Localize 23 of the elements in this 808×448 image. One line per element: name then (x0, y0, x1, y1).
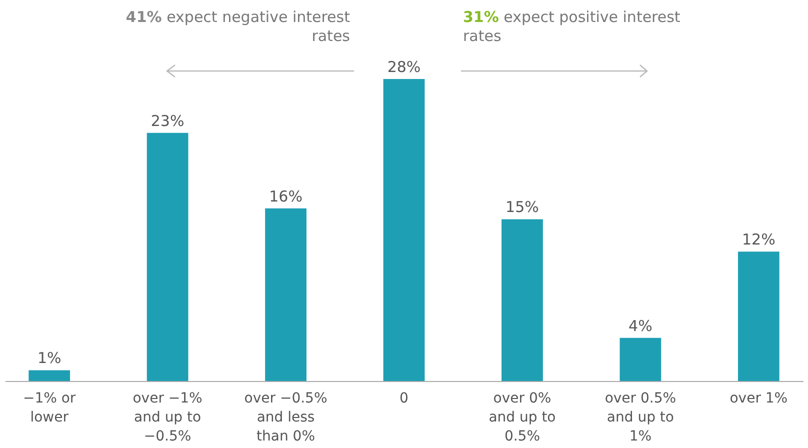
x-tick-label: over −0.5% and less than 0% (244, 390, 328, 444)
x-tick-label: over −1% and up to −0.5% (132, 390, 202, 444)
data-label: 12% (742, 230, 776, 249)
text: 41% expect negative interest rates (124, 8, 350, 46)
x-tick-label: over 1% (730, 390, 788, 406)
bar (738, 252, 780, 381)
bar (502, 219, 543, 381)
data-label: 28% (387, 58, 421, 76)
data-label: 1% (37, 349, 62, 368)
bar (146, 132, 188, 381)
bar (28, 370, 70, 381)
text: 31% expect positive interest rates (463, 8, 682, 46)
data-label: 4% (628, 316, 652, 335)
x-tick-label: 0 (400, 390, 408, 406)
bar (265, 208, 306, 381)
x-tick-label: over 0.5% and up to 1% (604, 390, 676, 444)
x-tick-label: over 0% and up to 0.5% (488, 390, 556, 444)
x-tick-label: −1% or lower (22, 390, 76, 426)
bar (620, 338, 662, 381)
data-label: 23% (150, 112, 184, 130)
data-label: 15% (506, 198, 539, 216)
bar (383, 79, 425, 381)
data-label: 16% (269, 187, 302, 206)
